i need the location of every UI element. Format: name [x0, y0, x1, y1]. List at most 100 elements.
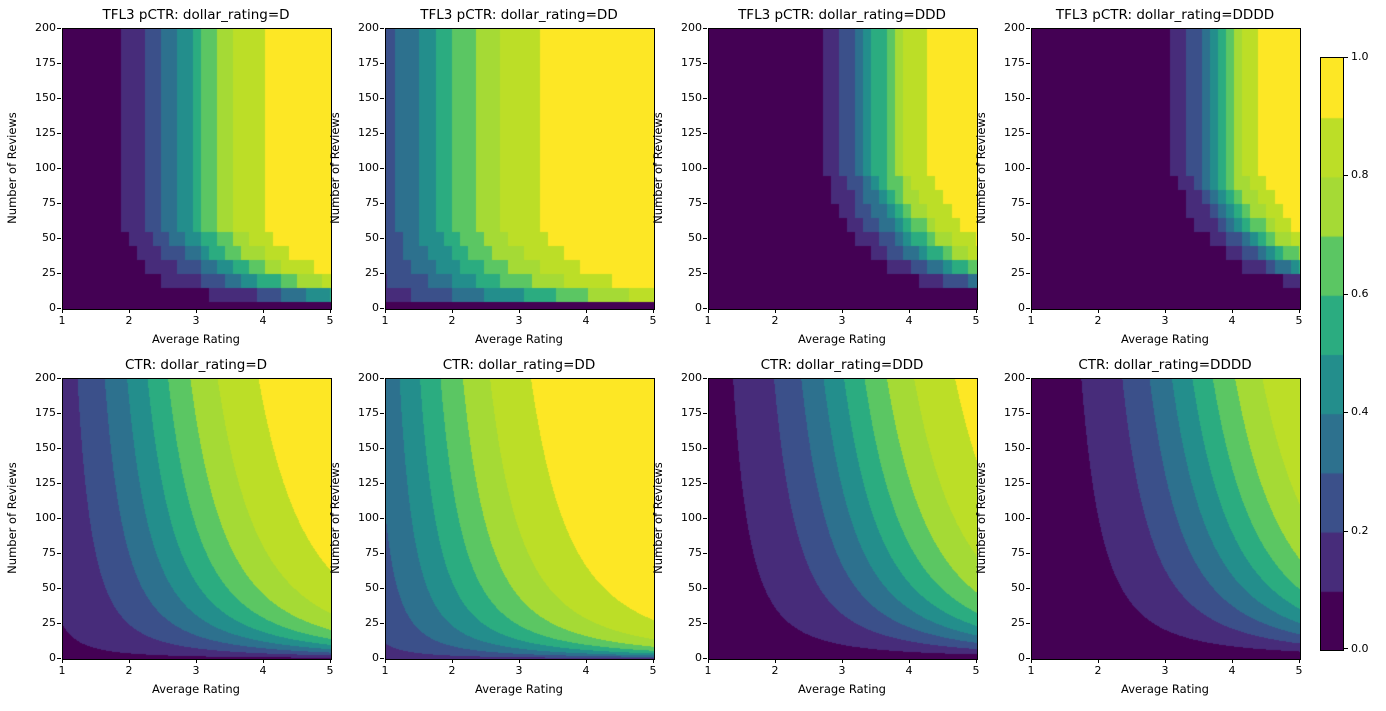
- x-tick-mark: [1165, 659, 1166, 663]
- subplot-ctr-dollar-rating-d: CTR: dollar_rating=D 1 2 3 4 5 0 25 50 75 100 125 15…: [5, 357, 334, 696]
- y-tick-label: 50: [365, 231, 379, 244]
- y-tick-label: 0: [695, 301, 702, 314]
- x-tick-label: 3: [1161, 314, 1169, 327]
- y-tick-label: 25: [1011, 266, 1025, 279]
- y-axis-label: Number of Reviews: [651, 112, 665, 224]
- y-tick-label: 125: [35, 476, 56, 489]
- y-tick-mark: [1026, 623, 1030, 624]
- x-tick-mark: [519, 309, 520, 313]
- y-tick-mark: [1026, 378, 1030, 379]
- y-tick-mark: [703, 448, 707, 449]
- y-tick-mark: [380, 518, 384, 519]
- y-tick-label: 175: [358, 406, 379, 419]
- plot-title: CTR: dollar_rating=DDDD: [1078, 357, 1252, 373]
- x-tick-mark: [1299, 659, 1300, 663]
- x-tick-label: 4: [905, 664, 913, 677]
- colorbar-tick-mark: [1344, 175, 1348, 177]
- y-tick-label: 75: [42, 546, 56, 559]
- x-tick-mark: [263, 659, 264, 663]
- x-axis-label: Average Rating: [1121, 682, 1209, 696]
- x-tick-mark: [586, 659, 587, 663]
- y-tick-mark: [57, 98, 61, 99]
- y-tick-label: 50: [1011, 581, 1025, 594]
- x-tick-mark: [708, 309, 709, 313]
- y-tick-label: 125: [681, 476, 702, 489]
- y-axis-label: Number of Reviews: [5, 112, 19, 224]
- x-tick-label: 4: [582, 664, 590, 677]
- y-tick-mark: [57, 308, 61, 309]
- x-axis-label: Average Rating: [152, 332, 240, 346]
- y-tick-mark: [1026, 168, 1030, 169]
- y-tick-label: 25: [688, 616, 702, 629]
- y-tick-mark: [703, 133, 707, 134]
- y-tick-label: 150: [681, 91, 702, 104]
- y-tick-mark: [380, 238, 384, 239]
- y-tick-label: 150: [358, 91, 379, 104]
- colorbar-tick-mark: [1344, 57, 1348, 58]
- x-axis-label: Average Rating: [475, 332, 563, 346]
- x-tick-mark: [385, 659, 386, 663]
- x-tick-mark: [653, 309, 654, 313]
- y-tick-mark: [57, 448, 61, 449]
- x-tick-mark: [330, 659, 331, 663]
- y-tick-label: 150: [681, 441, 702, 454]
- y-tick-mark: [57, 588, 61, 589]
- y-tick-label: 100: [358, 161, 379, 174]
- y-tick-label: 50: [688, 581, 702, 594]
- y-tick-mark: [1026, 133, 1030, 134]
- x-tick-mark: [452, 659, 453, 663]
- y-tick-mark: [703, 63, 707, 64]
- y-tick-mark: [380, 273, 384, 274]
- x-tick-label: 5: [326, 664, 334, 677]
- y-tick-label: 100: [358, 511, 379, 524]
- colorbar-tick-label: 0.2: [1351, 523, 1369, 537]
- y-tick-label: 200: [1004, 371, 1025, 384]
- y-tick-label: 100: [35, 511, 56, 524]
- plot-title: CTR: dollar_rating=DDD: [760, 357, 924, 373]
- x-tick-label: 2: [448, 314, 456, 327]
- x-tick-label: 2: [771, 314, 779, 327]
- y-tick-mark: [57, 133, 61, 134]
- y-tick-label: 25: [1011, 616, 1025, 629]
- colorbar-tick-label: 1.0: [1351, 50, 1369, 63]
- plot-title: TFL3 pCTR: dollar_rating=DD: [420, 7, 618, 23]
- contour-canvas: [62, 28, 332, 310]
- colorbar: 0.0 0.2 0.4 0.6 0.8 1.0: [1320, 50, 1386, 655]
- x-tick-label: 2: [771, 664, 779, 677]
- x-tick-mark: [62, 309, 63, 313]
- y-tick-mark: [1026, 28, 1030, 29]
- y-tick-mark: [703, 168, 707, 169]
- y-tick-label: 0: [372, 301, 379, 314]
- y-tick-mark: [703, 273, 707, 274]
- y-tick-label: 75: [365, 546, 379, 559]
- x-tick-label: 1: [58, 314, 66, 327]
- x-tick-label: 2: [448, 664, 456, 677]
- y-tick-label: 75: [42, 196, 56, 209]
- x-axis-label: Average Rating: [798, 332, 886, 346]
- y-tick-mark: [380, 448, 384, 449]
- contour-canvas: [385, 378, 655, 660]
- plot-title: TFL3 pCTR: dollar_rating=DDD: [738, 7, 946, 23]
- y-tick-mark: [703, 98, 707, 99]
- x-tick-mark: [519, 659, 520, 663]
- x-tick-label: 5: [649, 664, 657, 677]
- colorbar-tick-label: 0.8: [1351, 168, 1369, 182]
- x-tick-label: 5: [972, 664, 980, 677]
- contour-canvas: [385, 28, 655, 310]
- subplot-ctr-dollar-rating-dd: CTR: dollar_rating=DD 1 2 3 4 5 0 25 50 75 100 125 1…: [328, 357, 657, 696]
- x-tick-mark: [909, 659, 910, 663]
- y-tick-label: 175: [681, 56, 702, 69]
- y-axis-label: Number of Reviews: [328, 112, 342, 224]
- plot-title: TFL3 pCTR: dollar_rating=D: [102, 7, 290, 23]
- colorbar-tick-label: 0.0: [1351, 642, 1369, 655]
- y-tick-label: 50: [365, 581, 379, 594]
- y-tick-label: 125: [35, 126, 56, 139]
- y-tick-label: 25: [42, 266, 56, 279]
- y-axis-label: Number of Reviews: [5, 462, 19, 574]
- x-axis-label: Average Rating: [475, 682, 563, 696]
- x-tick-label: 1: [1027, 314, 1035, 327]
- colorbar-tick-mark: [1344, 530, 1348, 532]
- y-tick-mark: [380, 98, 384, 99]
- colorbar-tick-label: 0.4: [1351, 405, 1369, 419]
- y-tick-label: 175: [1004, 56, 1025, 69]
